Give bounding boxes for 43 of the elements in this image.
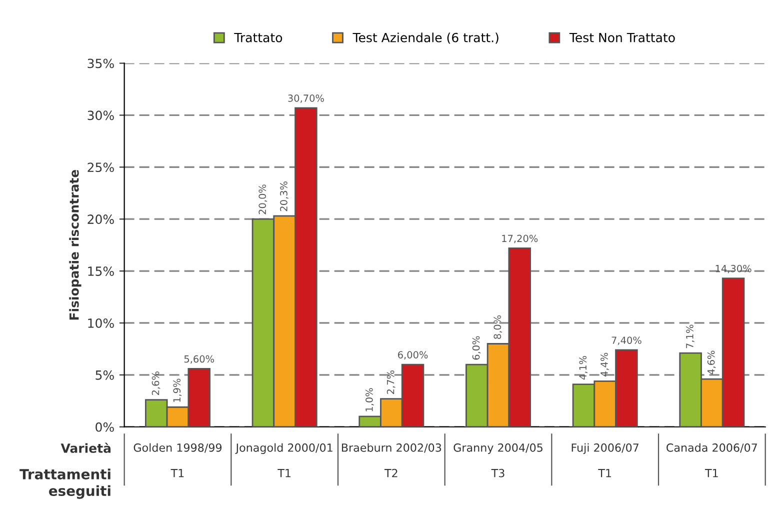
data-label: 30,70% xyxy=(288,94,324,103)
text: T1 xyxy=(170,469,184,478)
data-label: 2,6% xyxy=(152,372,160,395)
y-tick-label: 15% xyxy=(88,266,114,276)
legend-label: Trattato xyxy=(234,33,282,42)
y-tick-label: 20% xyxy=(88,214,114,224)
y-tick-label: 30% xyxy=(88,110,114,120)
data-label: 4,4% xyxy=(600,352,609,377)
data-label: 7,1% xyxy=(686,324,694,348)
text: T1 xyxy=(598,469,611,478)
x-tick-label: Golden 1998/99 xyxy=(134,443,222,453)
data-label: 6,0% xyxy=(472,336,481,360)
text: Trattamenti eseguiti xyxy=(20,468,110,499)
data-label: 20,3% xyxy=(280,181,288,212)
data-label: 2,7% xyxy=(386,370,396,394)
data-label: 4,6% xyxy=(707,350,716,374)
data-label: 5,60% xyxy=(184,355,214,364)
legend-label: Test Aziendale (6 tratt.) xyxy=(352,32,498,44)
x-tick-label: Fuji 2006/07 xyxy=(572,443,638,454)
x-tick-label: Canada 2006/07 xyxy=(666,443,757,453)
y-tick-label: 10% xyxy=(88,318,114,328)
legend-label: Test Non Trattato xyxy=(569,33,675,42)
data-label: 17,20% xyxy=(502,234,538,244)
data-label: 6,00% xyxy=(398,351,428,360)
data-label: 20,0% xyxy=(258,184,268,214)
data-label: 8,0% xyxy=(494,315,502,339)
x-tick-label: Braeburn 2002/03 xyxy=(342,443,442,453)
x-tick-label: Jonagold 2000/01 xyxy=(235,443,332,454)
text: T1 xyxy=(278,469,290,478)
text: T2 xyxy=(384,468,398,478)
text: T3 xyxy=(491,468,504,478)
y-axis-title: Fisiopatie riscontrate xyxy=(69,170,82,320)
data-label: 7,40% xyxy=(612,336,642,345)
y-tick-label: 5% xyxy=(96,370,114,380)
x-tick-label: Granny 2004/05 xyxy=(454,443,542,454)
data-label: 1,9% xyxy=(173,378,182,402)
data-label: 1,0% xyxy=(366,388,374,412)
y-tick-label: 35% xyxy=(88,58,114,68)
y-tick-label: 0% xyxy=(96,422,114,432)
data-label: 4,1% xyxy=(579,356,588,380)
x-axis-title: Varietà xyxy=(60,442,111,453)
y-tick-label: 25% xyxy=(88,162,114,172)
text: T1 xyxy=(704,469,718,478)
